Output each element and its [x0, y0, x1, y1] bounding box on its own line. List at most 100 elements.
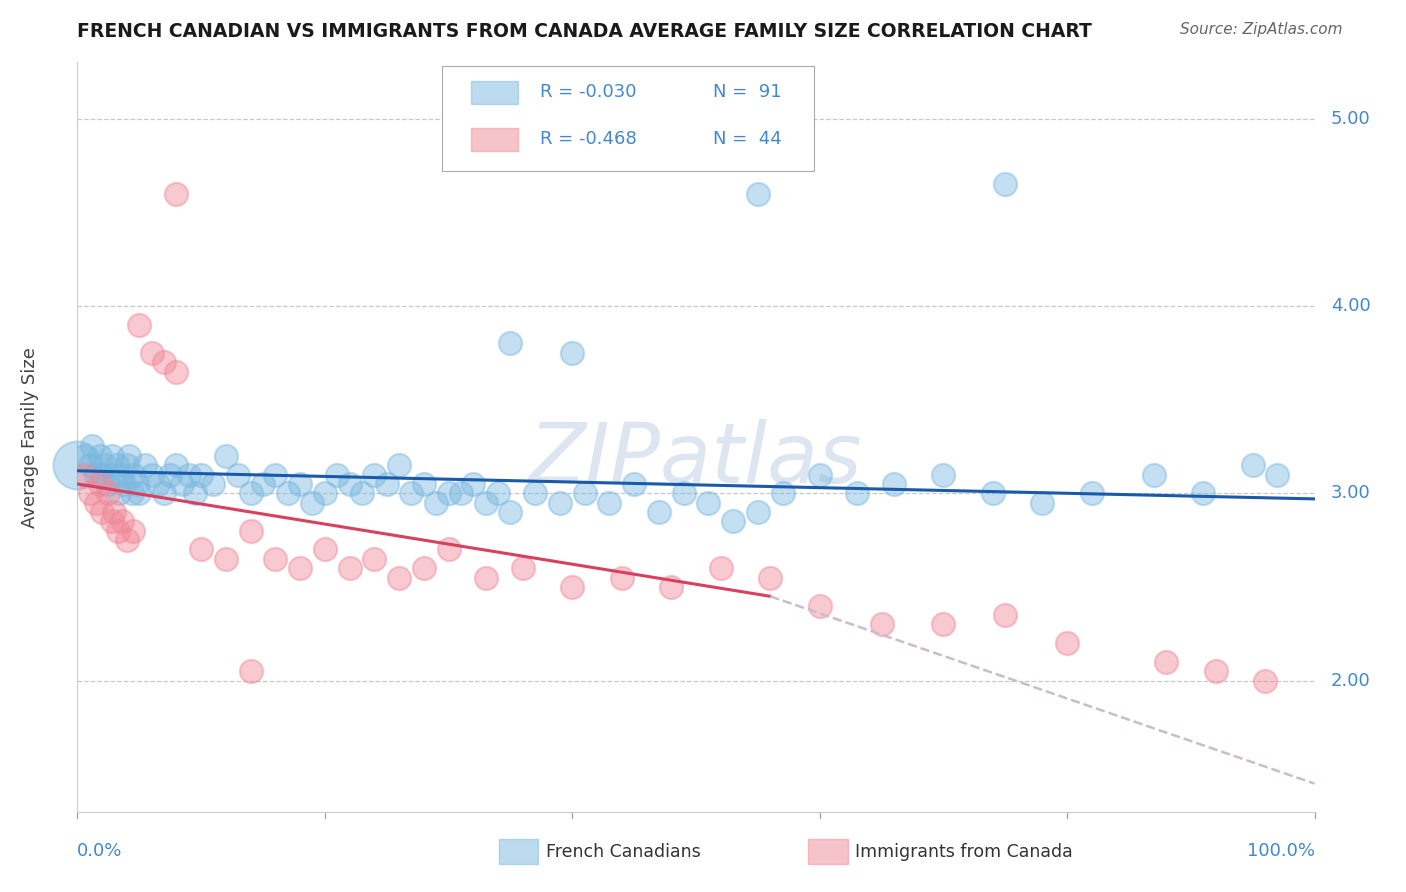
Point — [190, 542, 212, 557]
Point — [118, 449, 141, 463]
Point — [388, 571, 411, 585]
Point — [252, 477, 274, 491]
Point — [994, 177, 1017, 192]
Point — [932, 467, 955, 482]
Point — [165, 365, 187, 379]
Point — [561, 580, 583, 594]
Point — [172, 477, 194, 491]
Point — [72, 467, 94, 482]
Text: 100.0%: 100.0% — [1247, 842, 1315, 860]
Point — [437, 542, 460, 557]
Point — [499, 505, 522, 519]
Point — [883, 477, 905, 491]
Point — [184, 486, 207, 500]
Text: French Canadians: French Canadians — [546, 843, 700, 861]
Point — [437, 486, 460, 500]
Point — [146, 477, 169, 491]
Point — [97, 477, 120, 491]
Point — [288, 477, 311, 491]
Point — [388, 458, 411, 473]
Point — [115, 533, 138, 547]
Point — [648, 505, 671, 519]
Point — [93, 458, 115, 473]
Point — [659, 580, 682, 594]
Point — [401, 486, 423, 500]
Point — [710, 561, 733, 575]
Point — [111, 467, 134, 482]
Point — [121, 486, 143, 500]
Point — [153, 355, 176, 369]
Point — [1154, 655, 1177, 669]
Point — [1143, 467, 1166, 482]
Point — [288, 561, 311, 575]
Point — [1031, 495, 1053, 509]
Point — [932, 617, 955, 632]
Text: 2.00: 2.00 — [1330, 672, 1371, 690]
Point — [1241, 458, 1264, 473]
Point — [190, 467, 212, 482]
Point — [239, 664, 262, 679]
Point — [159, 467, 181, 482]
Point — [215, 449, 238, 463]
Point — [350, 486, 373, 500]
Point — [808, 467, 831, 482]
Point — [363, 551, 385, 566]
Point — [84, 467, 107, 482]
Point — [89, 449, 111, 463]
Point — [84, 495, 107, 509]
Point — [981, 486, 1004, 500]
Point — [623, 477, 645, 491]
Point — [339, 477, 361, 491]
Point — [845, 486, 868, 500]
Point — [122, 467, 145, 482]
Point — [226, 467, 249, 482]
Point — [474, 571, 496, 585]
Point — [91, 467, 114, 482]
Point — [412, 561, 434, 575]
Point — [264, 551, 287, 566]
Point — [721, 514, 744, 528]
Point — [89, 477, 111, 491]
Point — [165, 458, 187, 473]
Point — [105, 458, 128, 473]
Point — [499, 336, 522, 351]
Point — [128, 486, 150, 500]
Point — [91, 505, 114, 519]
Point — [72, 449, 94, 463]
Text: Source: ZipAtlas.com: Source: ZipAtlas.com — [1180, 22, 1343, 37]
Point — [548, 495, 571, 509]
Point — [141, 467, 163, 482]
Point — [994, 608, 1017, 623]
Point — [314, 486, 336, 500]
Point — [153, 486, 176, 500]
Point — [339, 561, 361, 575]
Text: N =  44: N = 44 — [713, 130, 782, 148]
Point — [239, 524, 262, 538]
Point — [598, 495, 620, 509]
Text: R = -0.030: R = -0.030 — [540, 83, 637, 102]
Point — [82, 440, 104, 454]
Point — [561, 346, 583, 360]
Point — [425, 495, 447, 509]
Point — [215, 551, 238, 566]
Point — [239, 486, 262, 500]
Point — [128, 318, 150, 332]
Point — [486, 486, 509, 500]
Point — [747, 505, 769, 519]
Point — [375, 477, 398, 491]
Text: Average Family Size: Average Family Size — [21, 347, 39, 527]
Point — [524, 486, 547, 500]
Point — [79, 458, 101, 473]
Point — [474, 495, 496, 509]
Point — [574, 486, 596, 500]
Point — [1205, 664, 1227, 679]
Text: R = -0.468: R = -0.468 — [540, 130, 637, 148]
Point — [277, 486, 299, 500]
Point — [177, 467, 200, 482]
Point — [326, 467, 349, 482]
Point — [870, 617, 893, 632]
Point — [107, 524, 129, 538]
Point — [111, 514, 134, 528]
Text: ZIPatlas: ZIPatlas — [529, 419, 863, 500]
Point — [1192, 486, 1215, 500]
